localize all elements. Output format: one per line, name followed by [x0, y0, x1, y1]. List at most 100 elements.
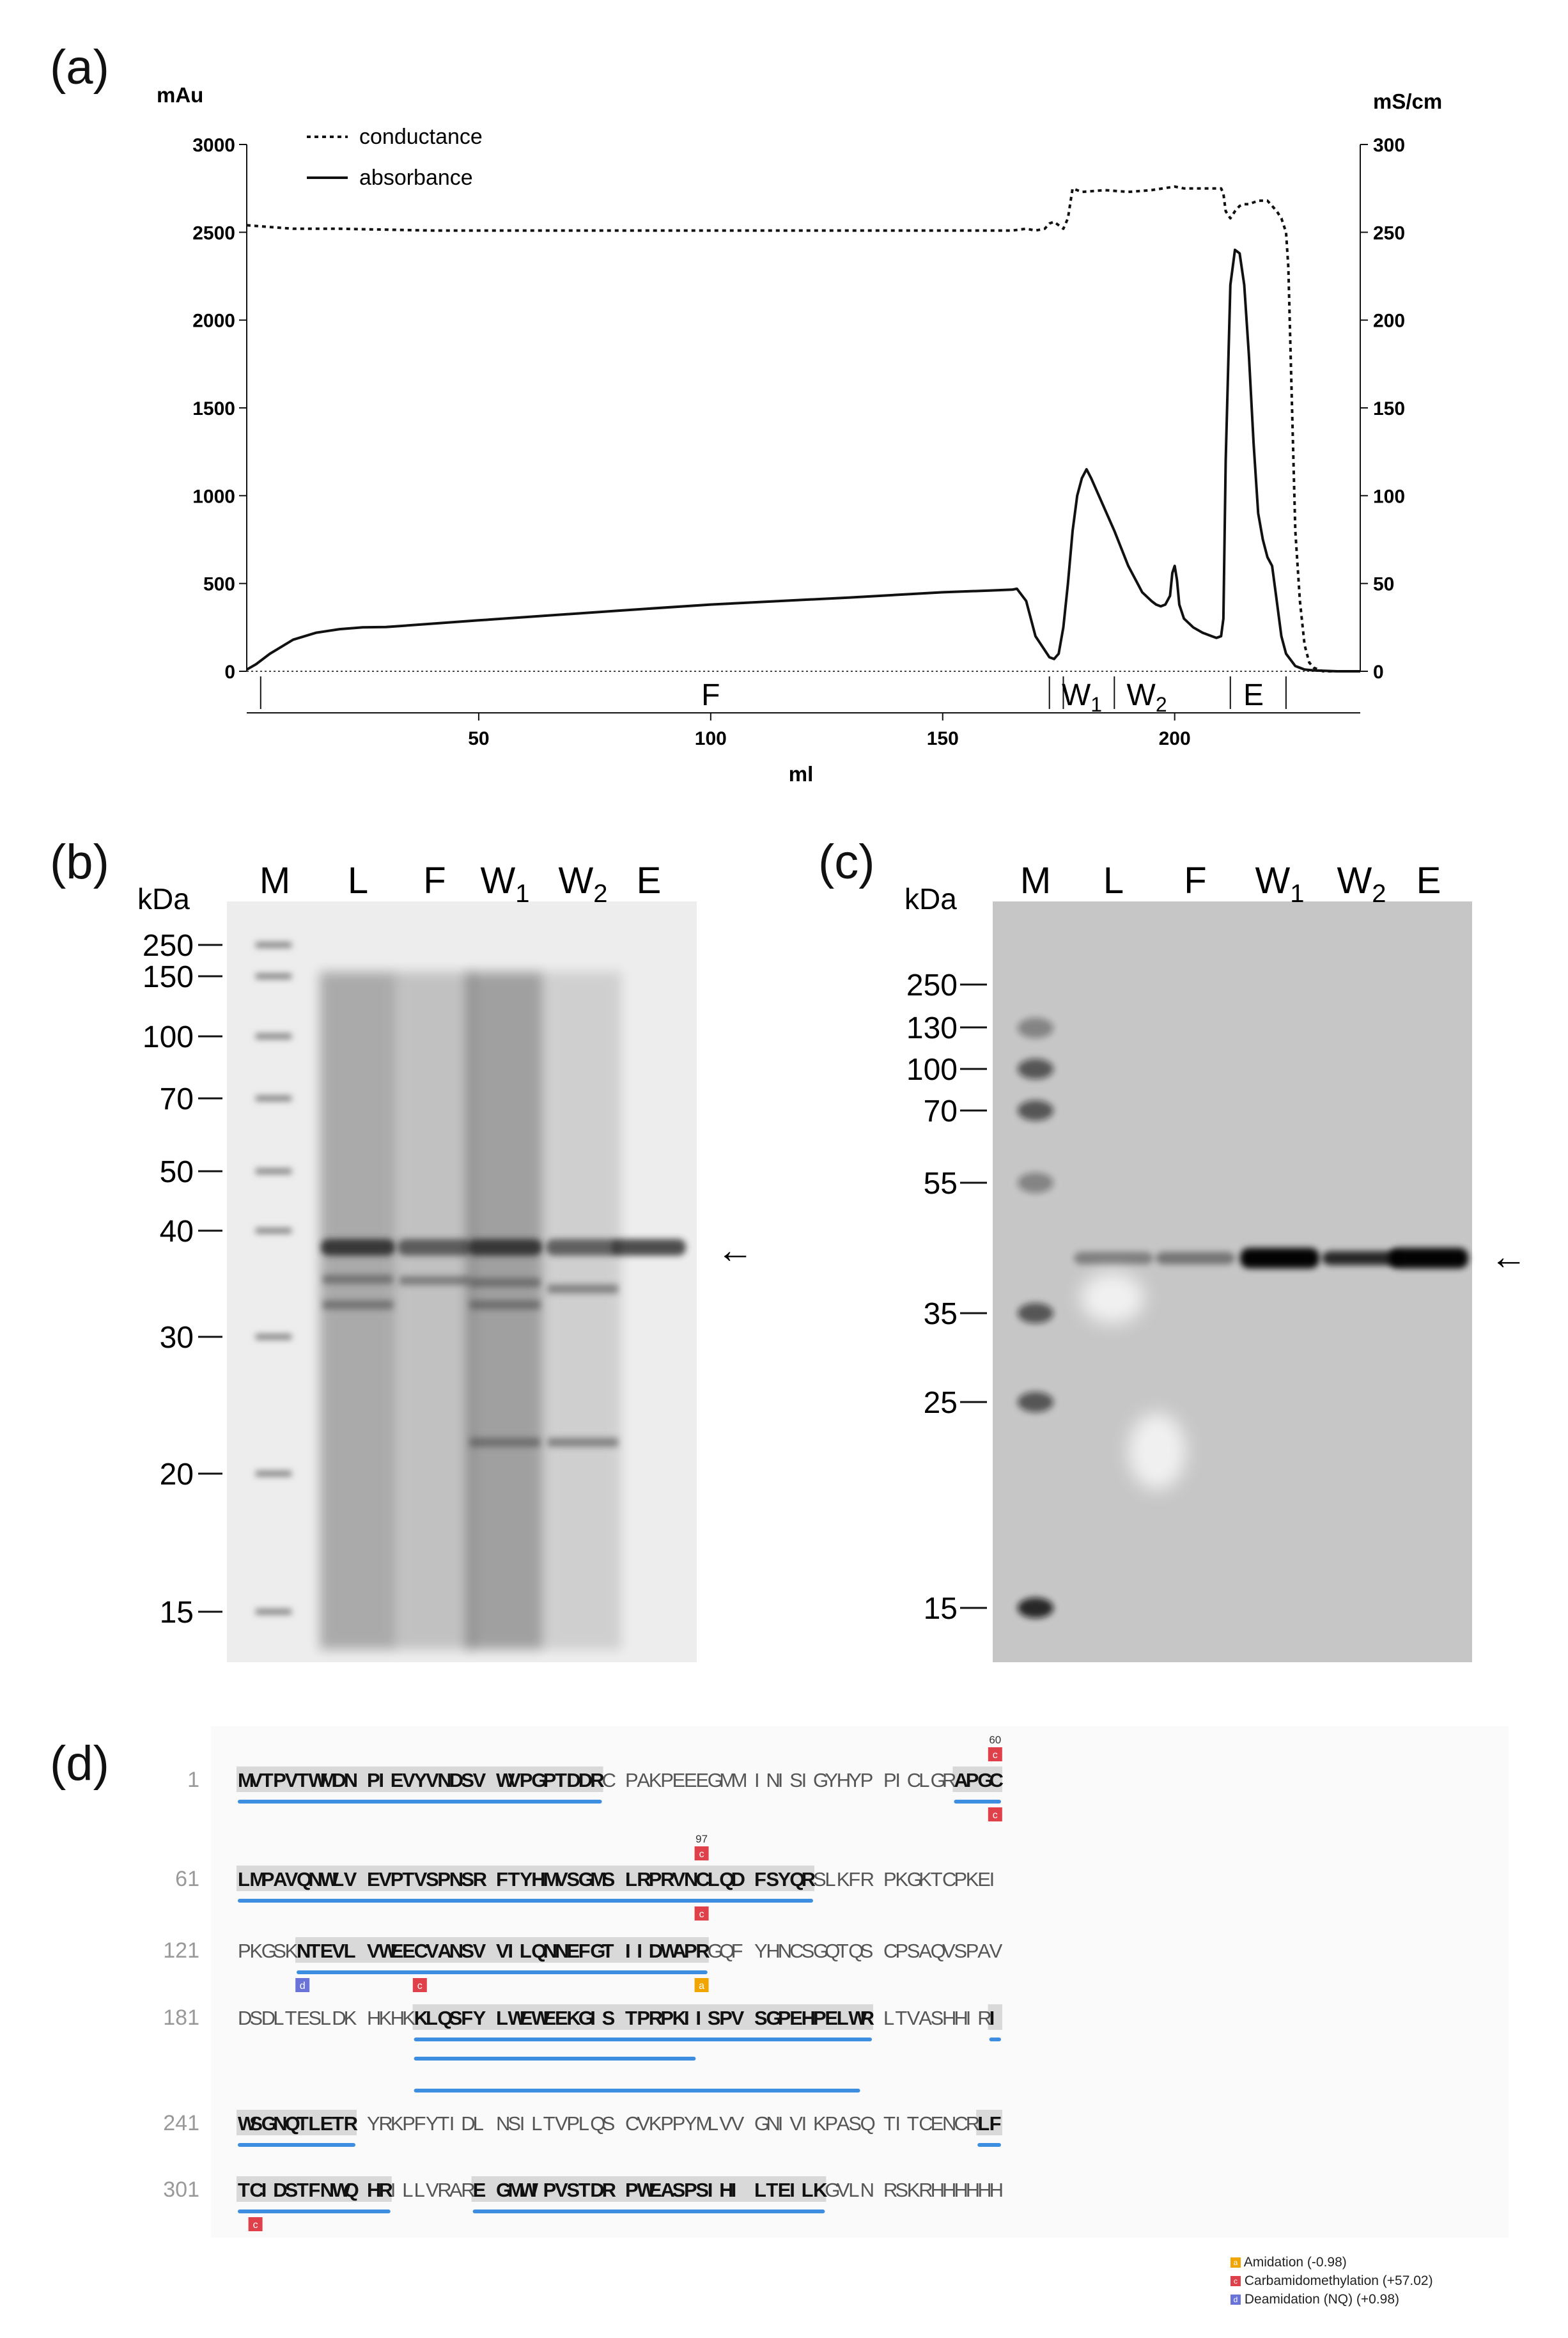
residue: P	[637, 2007, 650, 2029]
residue: H	[990, 2179, 1004, 2201]
residue: N	[555, 1940, 569, 1962]
residue: N	[766, 1769, 780, 1791]
legend-absorbance-label: absorbance	[359, 166, 473, 190]
mod-marker-letter: c	[417, 1981, 423, 1991]
residue: G	[907, 1868, 922, 1890]
residue: K	[895, 1868, 908, 1890]
residue: G	[578, 1868, 594, 1890]
residue: L	[238, 1868, 250, 1890]
residue: Q	[590, 2112, 605, 2135]
target-band	[1156, 1252, 1235, 1265]
sequence-group: YHNCSGQTQS	[754, 1940, 873, 1962]
residue: W	[520, 2179, 539, 2201]
residue: P	[566, 2112, 580, 2135]
sequence-group: PKGSKNTEVL	[238, 1940, 356, 1962]
sequence-group: LRPRVNCLQD	[625, 1868, 745, 1890]
residue: H	[931, 2179, 945, 2201]
marker-label-15: 15	[160, 1596, 194, 1630]
residue: D	[449, 1769, 463, 1791]
residue: G	[813, 1940, 828, 1962]
residue: S	[848, 2112, 862, 2135]
residue: I	[990, 2007, 995, 2029]
fraction-subscript: 1	[1091, 693, 1102, 716]
residue: K	[649, 2112, 662, 2135]
residue: F	[461, 2007, 473, 2029]
residue: H	[719, 2179, 733, 2201]
residue: Y	[414, 1769, 428, 1791]
coverage-highlight	[976, 2110, 1002, 2135]
residue: K	[249, 1940, 263, 1962]
sequence-line-number: 61	[175, 1867, 199, 1891]
residue: S	[602, 1868, 616, 1890]
legend-amidation-label: Amidation (-0.98)	[1243, 2255, 1347, 2270]
residue: L	[802, 2179, 814, 2201]
residue: P	[660, 1769, 674, 1791]
ladder-band	[1018, 1392, 1053, 1412]
residue: S	[273, 1940, 286, 1962]
residue: T	[543, 2112, 555, 2135]
target-band-arrow: ←	[717, 1229, 754, 1271]
residue: P	[895, 1940, 908, 1962]
residue: E	[684, 1769, 697, 1791]
residue: T	[837, 1940, 849, 1962]
residue: Q	[825, 1940, 840, 1962]
residue: A	[919, 2007, 932, 2029]
residue: T	[261, 1769, 274, 1791]
residue: L	[426, 2007, 438, 2029]
residue: K	[649, 1769, 662, 1791]
residue: P	[883, 1769, 897, 1791]
lane-label-4: W2	[559, 860, 608, 908]
residue: C	[919, 2112, 933, 2135]
residue: S	[249, 2112, 263, 2135]
residue: D	[566, 1769, 580, 1791]
residue: F	[848, 1868, 860, 1890]
ladder-band	[256, 1096, 291, 1101]
residue: C	[625, 2112, 639, 2135]
ladder-band	[256, 1334, 291, 1339]
right-unit-label: mS/cm	[1373, 90, 1442, 113]
legend-conductance-label: conductance	[359, 125, 483, 149]
residue: C	[249, 2179, 263, 2201]
residue: L	[414, 2179, 425, 2201]
marker-label-100: 100	[906, 1053, 958, 1087]
peptide-bar	[472, 2209, 825, 2213]
residue: P	[543, 1769, 557, 1791]
chart-axes: 0500100015002000250030000501001502002503…	[192, 135, 1405, 749]
residue: P	[684, 1940, 697, 1962]
residue: L	[320, 2007, 331, 2029]
residue: S	[508, 2112, 521, 2135]
residue: V	[426, 1940, 439, 1962]
peptide-bar	[989, 2038, 1001, 2041]
residue: S	[860, 1940, 874, 1962]
residue: I	[449, 2112, 455, 2135]
residue: M	[695, 2112, 712, 2135]
residue: E	[977, 1868, 991, 1890]
residue: N	[942, 2112, 956, 2135]
y-right-tick-label: 50	[1373, 574, 1394, 595]
residue: Y	[473, 2007, 486, 2029]
ladder-band	[1018, 1018, 1053, 1038]
residue: V	[367, 1940, 380, 1962]
mod-marker-carbamidomethylation-icon	[694, 1846, 709, 1860]
peptide-bar	[238, 2209, 391, 2213]
sequence-group: CVKPPYMLVV	[625, 2112, 745, 2135]
residue: P	[684, 2179, 697, 2201]
peptide-bar	[414, 2038, 872, 2041]
residue: V	[555, 1868, 568, 1890]
residue: M	[543, 1868, 560, 1890]
residue: N	[344, 1769, 358, 1791]
residue: R	[802, 1868, 816, 1890]
residue: Q	[344, 2179, 359, 2201]
residue: V	[555, 2179, 568, 2201]
residue: I	[895, 2112, 901, 2135]
residue: P	[238, 1940, 251, 1962]
panel-label-b: (b)	[50, 835, 109, 889]
lane-subscript: 2	[1372, 880, 1386, 908]
residue: R	[649, 2007, 663, 2029]
target-band	[1322, 1251, 1401, 1265]
residue: R	[860, 2007, 874, 2029]
residue: L	[473, 2112, 484, 2135]
sequence-group: VI LQNNEFGT	[496, 1940, 614, 1962]
